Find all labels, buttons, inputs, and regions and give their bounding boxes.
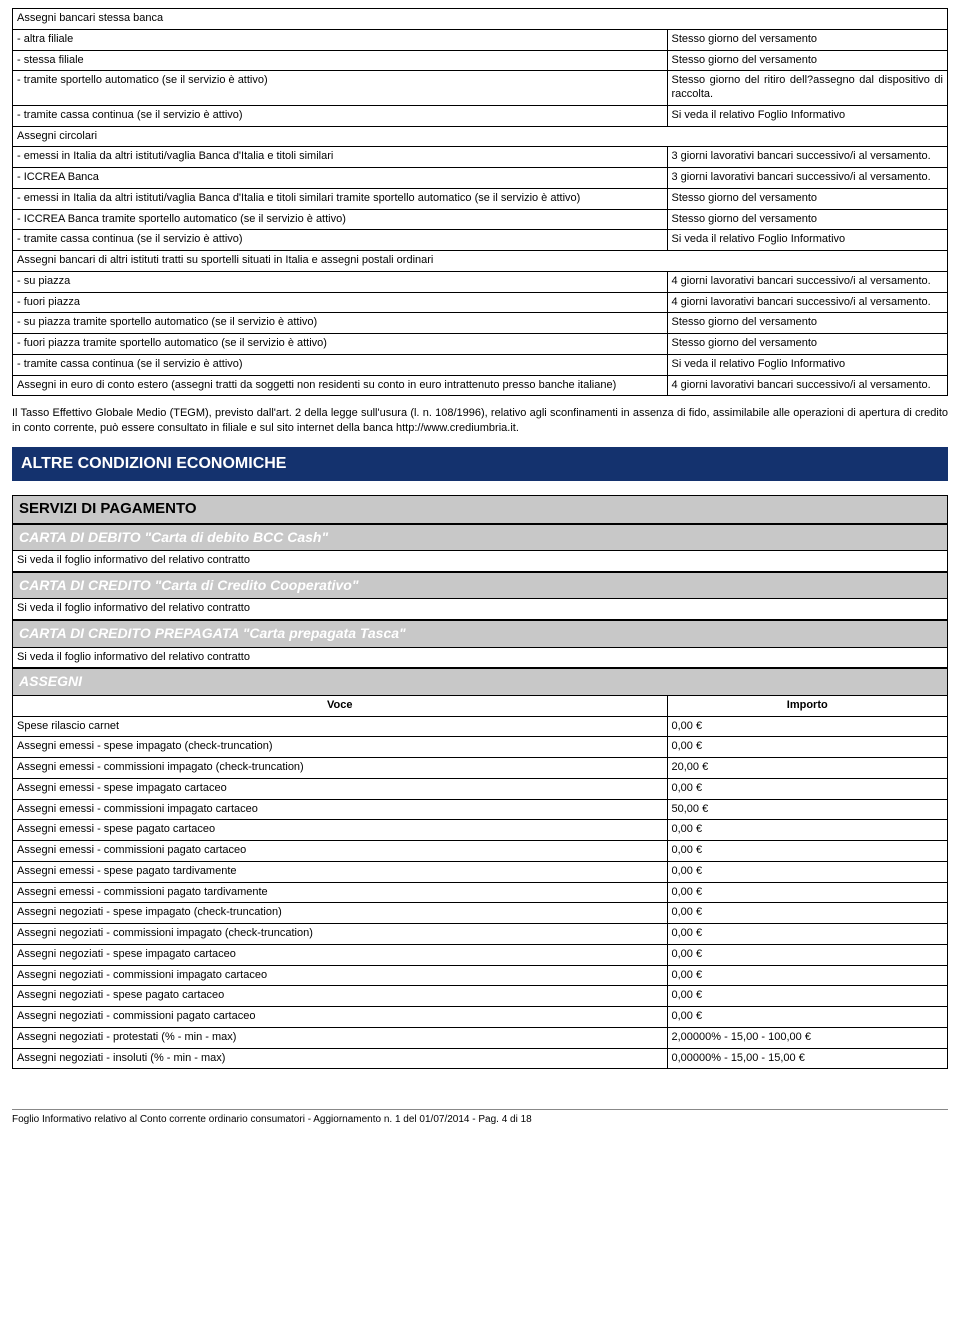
card-title: CARTA DI CREDITO PREPAGATA "Carta prepag… <box>13 621 948 648</box>
fee-description: Assegni emessi - commissioni impagato ca… <box>13 799 668 820</box>
card-title: CARTA DI DEBITO "Carta di debito BCC Cas… <box>13 524 948 551</box>
table-cell-value: Stesso giorno del versamento <box>667 188 948 209</box>
section-other-conditions: ALTRE CONDIZIONI ECONOMICHE <box>12 447 948 481</box>
table-cell-description: - tramite sportello automatico (se il se… <box>13 71 668 106</box>
fee-description: Assegni emessi - commissioni pagato tard… <box>13 882 668 903</box>
fee-amount: 0,00 € <box>667 1007 948 1028</box>
fee-amount: 0,00 € <box>667 965 948 986</box>
table-cell-description: - altra filiale <box>13 29 668 50</box>
table-cell-value: Stesso giorno del versamento <box>667 209 948 230</box>
fee-amount: 0,00000% - 15,00 - 15,00 € <box>667 1048 948 1069</box>
fee-amount: 0,00 € <box>667 924 948 945</box>
fee-amount: 0,00 € <box>667 716 948 737</box>
fee-amount: 0,00 € <box>667 737 948 758</box>
section-title-other: ALTRE CONDIZIONI ECONOMICHE <box>13 447 948 480</box>
fee-description: Spese rilascio carnet <box>13 716 668 737</box>
card-note: Si veda il foglio informativo del relati… <box>13 647 948 668</box>
fee-description: Assegni negoziati - spese impagato carta… <box>13 944 668 965</box>
fee-description: Assegni emessi - spese pagato tardivamen… <box>13 861 668 882</box>
table-cell-value: 3 giorni lavorativi bancari successivo/i… <box>667 168 948 189</box>
table-cell-value: 4 giorni lavorativi bancari successivo/i… <box>667 292 948 313</box>
table-row: Assegni bancari di altri istituti tratti… <box>13 251 948 272</box>
card-block: CARTA DI CREDITO PREPAGATA "Carta prepag… <box>12 620 948 668</box>
fee-amount: 0,00 € <box>667 861 948 882</box>
card-title: CARTA DI CREDITO "Carta di Credito Coope… <box>13 572 948 599</box>
table-cell-description: - tramite cassa continua (se il servizio… <box>13 105 668 126</box>
table-cell-value: 4 giorni lavorativi bancari successivo/i… <box>667 375 948 396</box>
fee-amount: 50,00 € <box>667 799 948 820</box>
table-row: Assegni circolari <box>13 126 948 147</box>
tegm-paragraph: Il Tasso Effettivo Globale Medio (TEGM),… <box>12 406 948 435</box>
table-cell-value: Stesso giorno del versamento <box>667 50 948 71</box>
table-cell-value: Si veda il relativo Foglio Informativo <box>667 105 948 126</box>
fee-description: Assegni negoziati - spese pagato cartace… <box>13 986 668 1007</box>
fee-amount: 0,00 € <box>667 986 948 1007</box>
fee-amount: 0,00 € <box>667 841 948 862</box>
fee-description: Assegni emessi - commissioni impagato (c… <box>13 758 668 779</box>
fee-description: Assegni negoziati - protestati (% - min … <box>13 1027 668 1048</box>
table-cell-value: Stesso giorno del versamento <box>667 29 948 50</box>
section-title-servizi: SERVIZI DI PAGAMENTO <box>13 495 948 523</box>
fee-description: Assegni emessi - spese impagato (check-t… <box>13 737 668 758</box>
assegni-table: ASSEGNI Voce Importo Spese rilascio carn… <box>12 668 948 1069</box>
table-cell-description: - tramite cassa continua (se il servizio… <box>13 230 668 251</box>
table-cell-description: - ICCREA Banca <box>13 168 668 189</box>
assegni-header: ASSEGNI <box>13 669 948 696</box>
fee-description: Assegni negoziati - commissioni impagato… <box>13 965 668 986</box>
table-cell-value: Stesso giorno del ritiro dell?assegno da… <box>667 71 948 106</box>
table-cell-value: Si veda il relativo Foglio Informativo <box>667 230 948 251</box>
table-cell-description: - su piazza <box>13 271 668 292</box>
table-cell-value: Si veda il relativo Foglio Informativo <box>667 354 948 375</box>
fee-amount: 2,00000% - 15,00 - 100,00 € <box>667 1027 948 1048</box>
table-cell-value: Stesso giorno del versamento <box>667 334 948 355</box>
table-cell-value: 3 giorni lavorativi bancari successivo/i… <box>667 147 948 168</box>
table-cell-value: Stesso giorno del versamento <box>667 313 948 334</box>
fee-amount: 0,00 € <box>667 778 948 799</box>
fee-amount: 0,00 € <box>667 944 948 965</box>
fee-description: Assegni emessi - spese impagato cartaceo <box>13 778 668 799</box>
card-block: CARTA DI DEBITO "Carta di debito BCC Cas… <box>12 524 948 572</box>
fee-amount: 20,00 € <box>667 758 948 779</box>
table-cell-description: - ICCREA Banca tramite sportello automat… <box>13 209 668 230</box>
availability-table: Assegni bancari stessa banca- altra fili… <box>12 8 948 396</box>
column-header-voce: Voce <box>13 695 668 716</box>
fee-description: Assegni emessi - commissioni pagato cart… <box>13 841 668 862</box>
fee-description: Assegni negoziati - commissioni pagato c… <box>13 1007 668 1028</box>
table-cell-description: Assegni in euro di conto estero (assegni… <box>13 375 668 396</box>
table-cell-description: - tramite cassa continua (se il servizio… <box>13 354 668 375</box>
fee-description: Assegni negoziati - spese impagato (chec… <box>13 903 668 924</box>
column-header-importo: Importo <box>667 695 948 716</box>
section-payment-services: SERVIZI DI PAGAMENTO <box>12 495 948 524</box>
card-note: Si veda il foglio informativo del relati… <box>13 551 948 572</box>
card-note: Si veda il foglio informativo del relati… <box>13 599 948 620</box>
table-cell-description: - fuori piazza <box>13 292 668 313</box>
fee-amount: 0,00 € <box>667 820 948 841</box>
fee-amount: 0,00 € <box>667 903 948 924</box>
fee-description: Assegni negoziati - commissioni impagato… <box>13 924 668 945</box>
page-footer: Foglio Informativo relativo al Conto cor… <box>12 1109 948 1125</box>
table-row: Assegni bancari stessa banca <box>13 9 948 30</box>
table-cell-description: - emessi in Italia da altri istituti/vag… <box>13 188 668 209</box>
table-cell-description: - su piazza tramite sportello automatico… <box>13 313 668 334</box>
fee-description: Assegni negoziati - insoluti (% - min - … <box>13 1048 668 1069</box>
table-cell-description: - fuori piazza tramite sportello automat… <box>13 334 668 355</box>
table-cell-description: - emessi in Italia da altri istituti/vag… <box>13 147 668 168</box>
fee-description: Assegni emessi - spese pagato cartaceo <box>13 820 668 841</box>
table-cell-value: 4 giorni lavorativi bancari successivo/i… <box>667 271 948 292</box>
table-cell-description: - stessa filiale <box>13 50 668 71</box>
fee-amount: 0,00 € <box>667 882 948 903</box>
card-block: CARTA DI CREDITO "Carta di Credito Coope… <box>12 572 948 620</box>
